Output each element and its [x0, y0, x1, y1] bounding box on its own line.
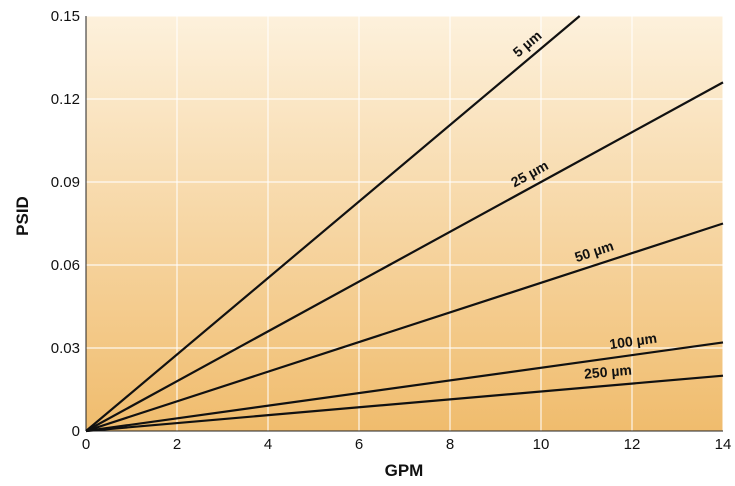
series-line	[85, 81, 724, 432]
x-tick-label: 12	[624, 436, 641, 453]
plot-background	[86, 16, 723, 431]
y-tick-label: 0.15	[51, 8, 80, 25]
gridlines	[86, 15, 724, 431]
series-label: 100 µm	[608, 330, 658, 352]
y-tick-label: 0.09	[51, 174, 80, 191]
y-tick-label: 0	[72, 423, 80, 440]
x-tick-label: 10	[533, 436, 550, 453]
x-tick-label: 2	[173, 436, 181, 453]
x-axis-title: GPM	[385, 461, 424, 480]
x-tick-label: 8	[446, 436, 454, 453]
x-tick-label: 4	[264, 436, 272, 453]
y-tick-label: 0.06	[51, 257, 80, 274]
series-line	[85, 341, 724, 433]
x-tick-label: 6	[355, 436, 363, 453]
series-line	[85, 222, 724, 433]
x-tick-label: 0	[82, 436, 90, 453]
axes	[85, 16, 723, 432]
series-line	[85, 15, 581, 432]
y-axis-title: PSID	[13, 196, 32, 236]
y-tick-label: 0.12	[51, 91, 80, 108]
series-line	[85, 374, 724, 433]
x-tick-label: 14	[715, 436, 732, 453]
series-lines	[85, 15, 724, 433]
tick-labels: 0 2 4 6 8 10 12 14 0 0.03 0.06 0.09 0.12 0.15	[51, 8, 732, 453]
y-tick-label: 0.03	[51, 340, 80, 357]
series-label: 250 µm	[583, 362, 632, 382]
